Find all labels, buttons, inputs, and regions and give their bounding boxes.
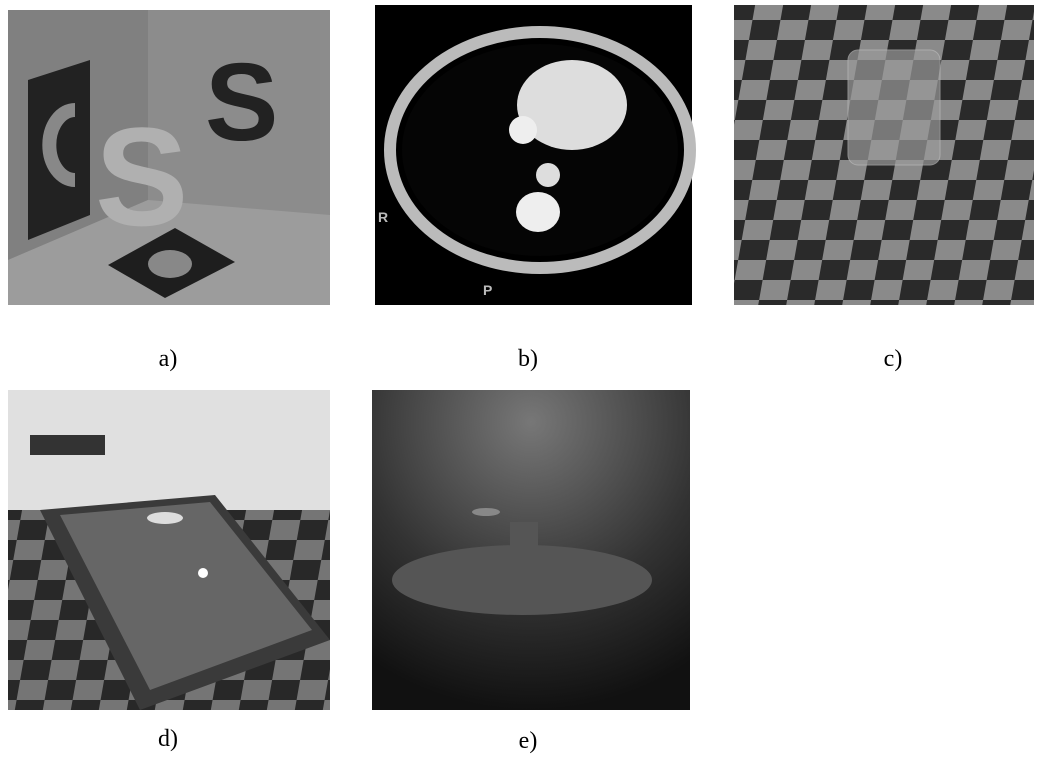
image-text: R bbox=[378, 209, 388, 225]
panel-d-image bbox=[8, 390, 330, 710]
panel-label: d) bbox=[158, 726, 178, 752]
panel-c-image bbox=[734, 5, 1034, 305]
panel-label: e) bbox=[519, 728, 538, 754]
panel-b-image: R P bbox=[375, 5, 692, 305]
figure: S S R P a) b) c) d) bbox=[0, 0, 1042, 780]
panel-label: c) bbox=[884, 346, 903, 372]
panel-label: b) bbox=[518, 346, 538, 372]
panel-label: a) bbox=[159, 346, 178, 372]
panel-e-image bbox=[372, 390, 690, 710]
svg-text:S: S bbox=[205, 41, 278, 164]
image-text: P bbox=[483, 282, 492, 298]
panel-a-image: S S bbox=[8, 10, 330, 305]
